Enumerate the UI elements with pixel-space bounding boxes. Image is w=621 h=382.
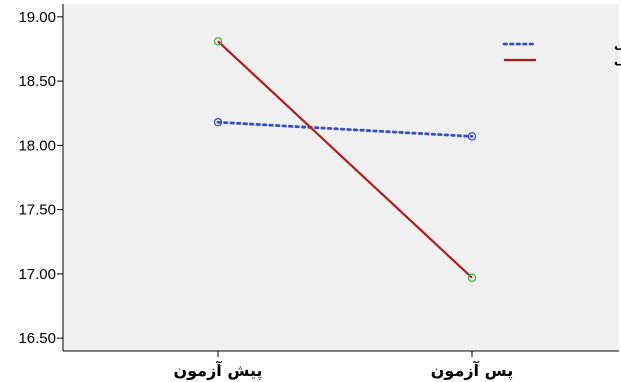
y-tick-label: 17.50 xyxy=(18,202,56,219)
legend-label: گروه تجربی xyxy=(614,53,621,68)
y-tick-label: 17.00 xyxy=(18,266,56,283)
y-tick-label: 16.50 xyxy=(18,330,56,347)
x-axis-ticks: پیش آزمون پس آزمون xyxy=(173,351,513,381)
y-tick-label: 18.50 xyxy=(18,73,56,90)
y-tick-label: 19.00 xyxy=(18,9,56,26)
data-point xyxy=(213,118,223,127)
x-category-label: پس آزمون xyxy=(431,360,513,381)
data-point xyxy=(467,132,477,141)
legend: گروه کنترلگروه تجربی xyxy=(502,37,621,68)
data-point xyxy=(467,273,477,282)
y-tick-label: 18.00 xyxy=(18,137,56,154)
plot-area xyxy=(63,4,619,351)
series-layer xyxy=(213,37,477,282)
data-point xyxy=(213,37,223,46)
y-axis-ticks: 16.50 17.00 17.50 18.00 18.50 19.00 xyxy=(18,9,63,347)
series-line xyxy=(217,40,473,279)
x-category-label: پیش آزمون xyxy=(173,360,262,381)
legend-label: گروه کنترل xyxy=(614,37,621,52)
series-line xyxy=(216,120,474,138)
